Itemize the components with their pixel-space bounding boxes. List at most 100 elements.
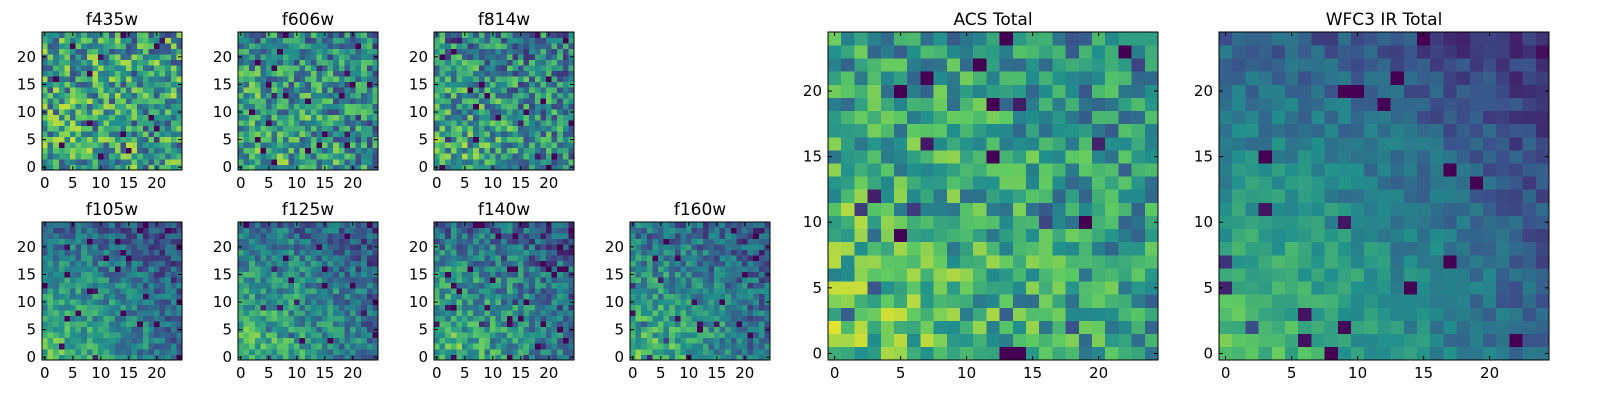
heatmap-cell bbox=[1013, 268, 1027, 281]
heatmap-cell bbox=[568, 310, 574, 316]
heatmap-cell bbox=[529, 120, 535, 126]
heatmap-cell bbox=[535, 266, 541, 272]
heatmap-cell bbox=[557, 32, 563, 38]
heatmap-cell bbox=[462, 76, 468, 82]
heatmap-cell bbox=[305, 93, 311, 99]
heatmap-cell bbox=[154, 87, 160, 93]
heatmap-cell bbox=[462, 272, 468, 278]
heatmap-cell bbox=[1118, 321, 1132, 334]
heatmap-cell bbox=[126, 93, 132, 99]
heatmap-cell bbox=[300, 310, 306, 316]
heatmap-cell bbox=[456, 153, 462, 159]
heatmap-cell bbox=[703, 233, 709, 239]
heatmap-cell bbox=[372, 38, 378, 44]
heatmap-cell bbox=[87, 60, 93, 66]
heatmap-cell bbox=[731, 354, 737, 360]
heatmap-cell bbox=[272, 294, 278, 300]
heatmap-cell bbox=[277, 164, 283, 170]
heatmap-cell bbox=[675, 316, 681, 322]
heatmap-cell bbox=[501, 244, 507, 250]
heatmap-cell bbox=[277, 71, 283, 77]
heatmap-cell bbox=[736, 244, 742, 250]
heatmap-cell bbox=[841, 150, 855, 163]
heatmap-cell bbox=[546, 109, 552, 115]
heatmap-cell bbox=[238, 131, 244, 137]
heatmap-cell bbox=[468, 60, 474, 66]
heatmap-cell bbox=[753, 272, 759, 278]
heatmap-cell bbox=[535, 294, 541, 300]
heatmap-cell bbox=[367, 109, 373, 115]
heatmap-cell bbox=[440, 288, 446, 294]
heatmap-cell bbox=[288, 310, 294, 316]
heatmap-cell bbox=[854, 255, 868, 268]
heatmap-cell bbox=[557, 228, 563, 234]
heatmap-cell bbox=[148, 131, 154, 137]
heatmap-cell bbox=[973, 347, 987, 360]
heatmap-cell bbox=[171, 266, 177, 272]
heatmap-cell bbox=[87, 354, 93, 360]
heatmap-cell bbox=[81, 338, 87, 344]
heatmap-cell bbox=[115, 71, 121, 77]
heatmap-cell bbox=[742, 343, 748, 349]
heatmap-cell bbox=[344, 54, 350, 60]
heatmap-cell bbox=[316, 159, 322, 165]
heatmap-cell bbox=[512, 131, 518, 137]
heatmap-cell bbox=[708, 332, 714, 338]
heatmap-cell bbox=[70, 71, 76, 77]
heatmap-cell bbox=[697, 338, 703, 344]
heatmap-cell bbox=[1052, 242, 1066, 255]
heatmap-cell bbox=[462, 159, 468, 165]
heatmap-cell bbox=[81, 272, 87, 278]
heatmap-cell bbox=[316, 142, 322, 148]
heatmap-cell bbox=[272, 299, 278, 305]
heatmap-cell bbox=[1118, 242, 1132, 255]
heatmap-cell bbox=[137, 310, 143, 316]
heatmap-cell bbox=[934, 189, 948, 202]
heatmap-cell bbox=[563, 137, 569, 143]
heatmap-cell bbox=[350, 233, 356, 239]
heatmap-cell bbox=[568, 159, 574, 165]
heatmap-cell bbox=[266, 233, 272, 239]
heatmap-cell bbox=[552, 131, 558, 137]
heatmap-cell bbox=[48, 32, 54, 38]
heatmap-cell bbox=[104, 338, 110, 344]
heatmap-cell bbox=[311, 137, 317, 143]
heatmap-cell bbox=[496, 54, 502, 60]
heatmap-cell bbox=[518, 261, 524, 267]
heatmap-cell bbox=[64, 82, 70, 88]
heatmap-cell bbox=[568, 71, 574, 77]
heatmap-cell bbox=[664, 250, 670, 256]
heatmap-cell bbox=[361, 299, 367, 305]
heatmap-cell bbox=[708, 299, 714, 305]
heatmap-cell bbox=[132, 321, 138, 327]
heatmap-cell bbox=[87, 164, 93, 170]
heatmap-cell bbox=[367, 98, 373, 104]
heatmap-cell bbox=[344, 38, 350, 44]
heatmap-cell bbox=[244, 87, 250, 93]
heatmap-cell bbox=[841, 216, 855, 229]
heatmap-cell bbox=[350, 49, 356, 55]
heatmap-cell bbox=[165, 60, 171, 66]
heatmap-cell bbox=[720, 338, 726, 344]
heatmap-cell bbox=[658, 316, 664, 322]
heatmap-cell bbox=[344, 76, 350, 82]
heatmap-cell bbox=[244, 148, 250, 154]
heatmap-cell bbox=[680, 283, 686, 289]
heatmap-cell bbox=[647, 299, 653, 305]
heatmap-cell bbox=[731, 316, 737, 322]
heatmap-cell bbox=[535, 272, 541, 278]
heatmap-cell bbox=[479, 38, 485, 44]
heatmap-cell bbox=[563, 87, 569, 93]
heatmap-cell bbox=[53, 343, 59, 349]
heatmap-cell bbox=[479, 277, 485, 283]
heatmap-cell bbox=[305, 354, 311, 360]
heatmap-cell bbox=[305, 299, 311, 305]
heatmap-cell bbox=[137, 294, 143, 300]
heatmap-cell bbox=[501, 98, 507, 104]
heatmap-cell bbox=[652, 288, 658, 294]
heatmap-cell bbox=[742, 332, 748, 338]
heatmap-cell bbox=[361, 131, 367, 137]
heatmap-cell bbox=[176, 43, 182, 49]
heatmap-cell bbox=[64, 261, 70, 267]
heatmap-cell bbox=[552, 288, 558, 294]
